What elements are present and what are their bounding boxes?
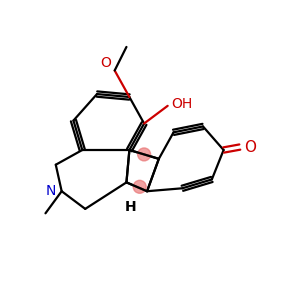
Text: O: O: [244, 140, 256, 154]
Text: H: H: [125, 200, 137, 214]
Circle shape: [133, 180, 146, 193]
Text: OH: OH: [171, 98, 193, 111]
Text: N: N: [46, 184, 56, 198]
Text: O: O: [100, 56, 111, 70]
Circle shape: [138, 148, 151, 161]
